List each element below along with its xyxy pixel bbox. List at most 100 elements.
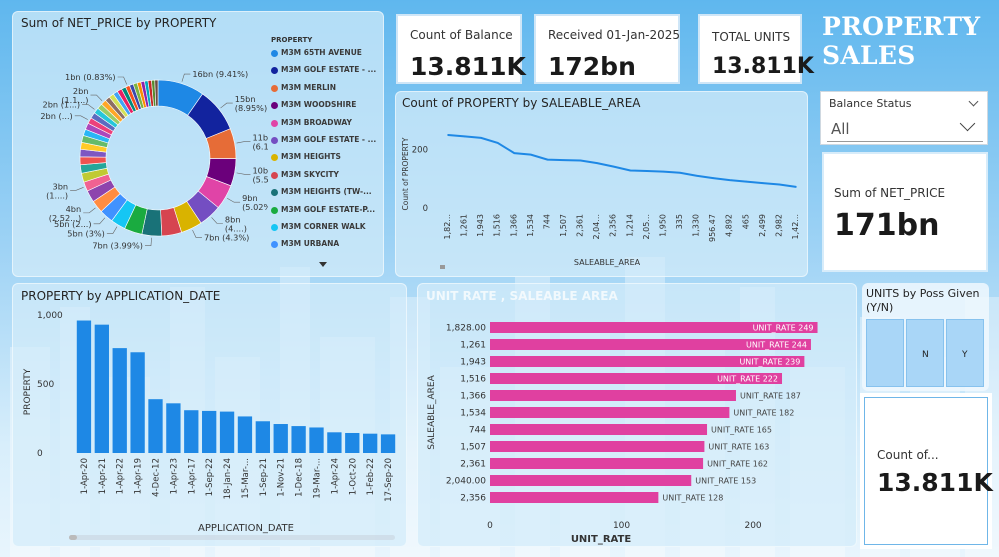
hbar-bar	[490, 424, 708, 435]
vbar-y-tick-label: 500	[37, 380, 54, 390]
donut-leader-line	[236, 172, 251, 175]
vbar-x-tick-label: 19-Mar-...	[313, 458, 323, 499]
kpi-card-received: Received 01-Jan-2025 172bn	[534, 14, 680, 84]
hbar-category-label: 744	[469, 426, 486, 436]
line-y-tick-label: 200	[412, 145, 428, 155]
legend-color-dot	[271, 224, 278, 231]
kpi-label: Received 01-Jan-2025	[548, 28, 681, 42]
legend-color-dot	[271, 102, 278, 110]
donut-leader-line	[93, 217, 106, 225]
line-chart-title: Count of PROPERTY by SALEABLE_AREA	[402, 96, 641, 110]
legend-scroll-down-icon[interactable]	[319, 262, 327, 267]
donut-leader-line	[220, 102, 233, 109]
vbar-y-tick-label: 1,000	[37, 311, 63, 321]
vbar-bar	[94, 324, 109, 453]
line-x-tick-label: 2,04...	[592, 214, 601, 239]
kpi-value: 172bn	[548, 52, 636, 81]
donut-data-label: 1bn (0.83%)	[65, 72, 116, 82]
legend-item-label[interactable]: M3M MERLIN	[281, 82, 336, 92]
legend-item-label[interactable]: M3M URBANA	[281, 239, 340, 249]
poss-tile-y[interactable]: Y	[946, 319, 984, 387]
line-point	[679, 172, 681, 174]
donut-data-label: 2bn (...)	[40, 111, 72, 121]
unit-rate-title: UNIT RATE , SALEABLE AREA	[426, 289, 618, 303]
donut-data-label: 9bn(5.02%)	[242, 193, 268, 212]
line-x-tick-label: 1,950	[658, 214, 667, 237]
line-x-tick-label: 2,361	[576, 214, 585, 237]
legend-color-dot	[271, 67, 278, 75]
legend-item-label[interactable]: M3M 65TH AVENUE	[281, 48, 362, 57]
line-point	[745, 180, 748, 183]
legend-item-label[interactable]: M3M HEIGHTS	[281, 152, 341, 162]
donut-leader-line	[227, 197, 241, 203]
donut-leader-line	[74, 115, 88, 120]
hbar-category-label: 1,366	[460, 392, 486, 402]
balance-status-slicer: Balance Status All	[820, 91, 988, 145]
vbar-x-tick-label: 1-Apr-23	[169, 458, 179, 494]
poss-tile-n[interactable]: N	[906, 319, 944, 387]
hbar-x-tick-label: 200	[744, 521, 761, 531]
legend-item-label[interactable]: M3M WOODSHIRE	[281, 100, 357, 110]
donut-data-label: 10bn(5.5...)	[252, 165, 268, 184]
hbar-bar	[490, 373, 783, 384]
hbar-data-label: UNIT_RATE 153	[695, 477, 756, 486]
donut-slice	[154, 79, 159, 107]
vbar-bar	[327, 432, 342, 453]
donut-leader-line	[90, 94, 103, 101]
vbar-bar	[363, 433, 378, 453]
donut-data-label: 2bn (1.1...)	[61, 86, 88, 105]
legend-item-label[interactable]: M3M GOLF ESTATE - ...	[281, 65, 377, 75]
legend-item-label[interactable]: M3M CORNER WALK	[281, 222, 366, 231]
line-x-tick-label: 1,366	[509, 214, 518, 237]
line-x-tick-label: 1,82...	[443, 214, 452, 239]
line-point	[447, 134, 449, 136]
vbar-x-tick-label: 1-Oct-20	[348, 458, 358, 495]
slicer-dropdown[interactable]: All	[827, 115, 983, 142]
slicer-collapse-icon[interactable]	[968, 96, 979, 107]
line-point	[762, 182, 764, 184]
line-x-tick-label: 1,943	[476, 214, 485, 237]
net-price-label: Sum of NET_PRICE	[834, 186, 946, 200]
donut-data-label: 15bn (8.95%)	[235, 94, 267, 113]
donut-data-label: 5bn (3%)	[67, 229, 105, 239]
hbar-data-label: UNIT_RATE 182	[733, 409, 794, 418]
line-x-tick-label: 1,214	[625, 214, 634, 237]
line-series	[447, 133, 797, 188]
application-date-panel: PROPERTY by APPLICATION_DATE PROPERTY 0 50…	[12, 283, 407, 547]
line-point	[530, 153, 532, 156]
line-x-tick-label: 1,507	[559, 214, 568, 237]
hbar-category-label: 2,361	[460, 460, 486, 470]
line-point	[480, 137, 482, 139]
horizontal-scrollbar[interactable]	[69, 535, 395, 540]
donut-data-label: 4bn (2.52...)	[49, 204, 81, 223]
legend-item-label[interactable]: M3M GOLF ESTATE-P...	[281, 204, 376, 214]
line-x-tick-label: 2,982	[774, 214, 783, 237]
hbar-category-label: 1,516	[460, 375, 486, 385]
donut-data-label: 5bn (2...)	[54, 219, 92, 229]
vbar-bar	[291, 426, 306, 453]
scrollbar-thumb[interactable]	[69, 535, 77, 540]
vbar-bar	[380, 434, 396, 453]
donut-leader-line	[106, 226, 118, 234]
line-point	[778, 183, 781, 186]
hbar-bar	[490, 390, 736, 401]
line-x-tick-label: 2,499	[758, 214, 767, 237]
legend-item-label[interactable]: M3M SKYCITY	[281, 169, 339, 179]
line-scroll-handle	[440, 265, 445, 269]
donut-chart-panel: Sum of NET_PRICE by PROPERTY 16bn (9.41%…	[12, 11, 384, 277]
vbar-x-tick-label: 1-Sep-22	[205, 458, 215, 496]
legend-item-label[interactable]: M3M GOLF ESTATE - ...	[281, 135, 377, 144]
legend-color-dot	[271, 50, 278, 57]
chevron-down-icon	[959, 115, 976, 132]
hbar-bar	[490, 322, 818, 333]
vbar-y-tick-label: 0	[37, 449, 43, 459]
vbar-x-tick-label: 1-Apr-20	[80, 458, 90, 494]
poss-tile-empty[interactable]	[866, 319, 904, 387]
vbar-bar	[255, 421, 270, 453]
legend-color-dot	[271, 189, 278, 197]
line-x-tick-label: 2,356	[609, 214, 618, 237]
legend-item-label[interactable]: M3M BROADWAY	[281, 117, 352, 127]
vbar-bar	[184, 410, 199, 453]
net-price-value: 171bn	[834, 208, 940, 243]
legend-item-label[interactable]: M3M HEIGHTS (TW-...	[281, 187, 372, 197]
